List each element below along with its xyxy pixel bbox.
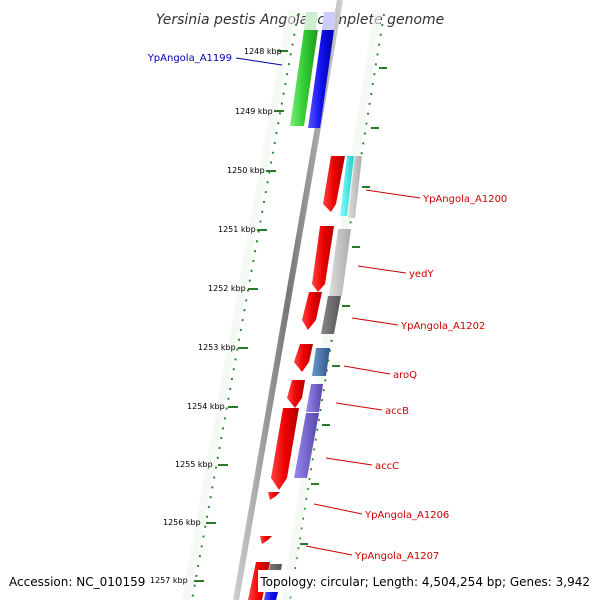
inner-ring-edge (182, 9, 296, 600)
gene-label-a1199[interactable]: YpAngola_A1199 (147, 53, 232, 64)
gene-label-a1207[interactable]: YpAngola_A1207 (354, 551, 439, 562)
darkgray-feature-a1202[interactable] (321, 296, 341, 334)
leader-line-yedY (357, 265, 407, 274)
cds-red-a1207[interactable] (260, 536, 272, 544)
inner-dotted-ring (191, 13, 299, 600)
tick-label: 1252 kbp (208, 284, 246, 293)
cds-red-a1200[interactable] (323, 156, 345, 212)
cyan-feature[interactable] (340, 156, 354, 216)
footer-summary-bg (258, 570, 596, 592)
cds-red-aroQ[interactable] (294, 344, 313, 372)
tick-label: 1254 kbp (187, 402, 225, 411)
gene-label-a1202[interactable]: YpAngola_A1202 (400, 321, 485, 332)
ruler-ticks (194, 50, 387, 582)
tick-label: 1257 kbp (150, 576, 188, 585)
leader-line-aroQ (343, 365, 391, 375)
tick-labels: 1248 kbp 1249 kbp 1250 kbp 1251 kbp 1252… (150, 47, 282, 585)
leader-line-accB (335, 402, 383, 411)
tick-label: 1251 kbp (218, 225, 256, 234)
green-feature[interactable] (290, 30, 318, 126)
gene-label-a1200[interactable]: YpAngola_A1200 (422, 194, 507, 205)
cds-red-accB[interactable] (287, 380, 305, 408)
pale-green-feature (304, 12, 318, 30)
purple-feature-accC[interactable] (294, 413, 319, 478)
footer-accession-bg (4, 570, 146, 592)
pale-blue-feature (322, 12, 336, 30)
cds-red-accC[interactable] (271, 408, 299, 490)
leader-line-a1207 (305, 545, 353, 556)
gene-label-yedY[interactable]: yedY (409, 269, 434, 280)
steelblue-feature-aroQ[interactable] (312, 348, 330, 376)
gene-label-accC[interactable]: accC (375, 461, 399, 472)
tick-label: 1255 kbp (175, 460, 213, 469)
gray-feature-yedY[interactable] (329, 229, 351, 296)
leader-line-accC (325, 457, 373, 466)
cds-blue-a1199[interactable] (308, 30, 334, 128)
tick-label: 1249 kbp (235, 107, 273, 116)
tick-label: 1250 kbp (227, 166, 265, 175)
gene-label-accB[interactable]: accB (385, 406, 409, 417)
leader-line-a1199 (235, 57, 283, 66)
gray-feature-a1200[interactable] (348, 156, 362, 218)
cds-red-a1206[interactable] (268, 492, 280, 500)
leader-line-a1206 (313, 503, 363, 515)
leader-line-a1202 (351, 317, 399, 326)
leader-lines (235, 57, 421, 556)
footer-summary: Topology: circular; Length: 4,504,254 bp… (259, 575, 590, 589)
tick-label: 1256 kbp (163, 518, 201, 527)
cds-red-yedY[interactable] (312, 226, 334, 292)
map-title: Yersinia pestis Angola, complete genome (156, 12, 445, 28)
leader-line-a1200 (365, 189, 421, 199)
purple-feature-accB[interactable] (306, 384, 323, 412)
tick-label: 1248 kbp (244, 47, 282, 56)
footer-accession: Accession: NC_010159 (9, 575, 145, 589)
gene-labels: YpAngola_A1199 YpAngola_A1200 yedY YpAng… (147, 53, 508, 562)
gene-label-a1206[interactable]: YpAngola_A1206 (364, 510, 449, 521)
cds-red-a1202[interactable] (302, 292, 322, 330)
tick-label: 1253 kbp (198, 343, 236, 352)
gene-label-aroQ[interactable]: aroQ (393, 370, 417, 381)
